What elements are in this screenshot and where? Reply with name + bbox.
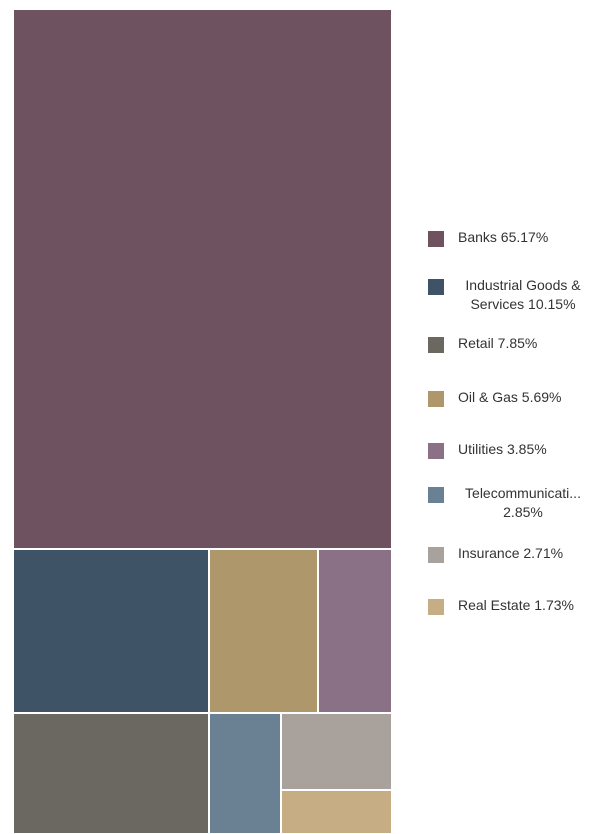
legend-label: Oil & Gas 5.69% <box>458 389 562 405</box>
tile-utilities[interactable] <box>317 548 393 714</box>
legend-swatch <box>428 487 444 503</box>
legend-label: Retail 7.85% <box>458 335 538 351</box>
tile-oil-and-gas[interactable] <box>208 548 319 714</box>
legend-swatch <box>428 443 444 459</box>
legend-item-insurance[interactable]: Insurance 2.71% <box>428 544 593 563</box>
legend-label: Industrial Goods & Services 10.15% <box>465 277 581 312</box>
legend-item-telecommunications[interactable]: Telecommunicati... 2.85% <box>428 484 593 522</box>
legend-item-real-estate[interactable]: Real Estate 1.73% <box>428 596 593 615</box>
legend-label: Telecommunicati... 2.85% <box>465 485 581 520</box>
legend-swatch <box>428 599 444 615</box>
legend-swatch <box>428 337 444 353</box>
legend-label: Utilities 3.85% <box>458 441 547 457</box>
tile-banks[interactable] <box>12 8 393 550</box>
legend-item-utilities[interactable]: Utilities 3.85% <box>428 440 593 459</box>
legend-swatch <box>428 231 444 247</box>
legend-swatch <box>428 547 444 563</box>
legend-item-industrial-goods-and-services[interactable]: Industrial Goods & Services 10.15% <box>428 276 593 314</box>
tile-insurance[interactable] <box>280 712 393 791</box>
treemap-tiles <box>12 8 393 834</box>
legend-item-retail[interactable]: Retail 7.85% <box>428 334 593 353</box>
legend-swatch <box>428 279 444 295</box>
legend-swatch <box>428 391 444 407</box>
tile-retail[interactable] <box>12 712 210 834</box>
legend-label: Banks 65.17% <box>458 229 549 245</box>
tile-real-estate[interactable] <box>280 789 393 834</box>
tile-telecommunications[interactable] <box>208 712 282 834</box>
legend-item-oil-and-gas[interactable]: Oil & Gas 5.69% <box>428 388 593 407</box>
legend-item-banks[interactable]: Banks 65.17% <box>428 228 593 247</box>
legend-label: Insurance 2.71% <box>458 545 564 561</box>
legend-label: Real Estate 1.73% <box>458 597 574 613</box>
tile-industrial-goods-and-services[interactable] <box>12 548 210 714</box>
